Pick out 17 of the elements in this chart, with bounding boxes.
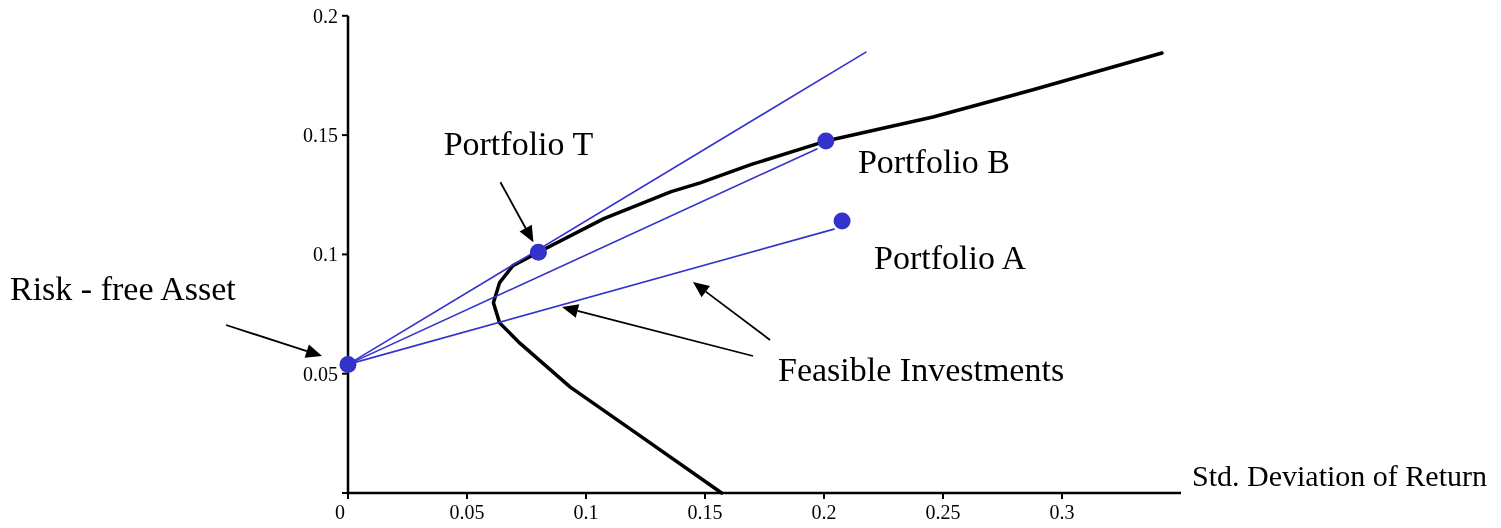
x-tick-label: 0.25 (925, 501, 961, 523)
x-tick-label: 0.1 (573, 501, 599, 523)
x-axis-title: Std. Deviation of Return (1192, 459, 1487, 492)
y-tick-label: 0.05 (303, 362, 338, 385)
y-tick-label: 0.15 (303, 124, 338, 147)
x-tick-label: 0.3 (1049, 501, 1075, 523)
y-tick-label: 0.1 (313, 243, 338, 266)
annotation: Portfolio B (857, 143, 1010, 181)
x-tick-label: 0 (335, 501, 345, 523)
x-tick-label: 0.05 (449, 501, 485, 523)
annotation: Portfolio A (874, 239, 1027, 276)
x-tick-label: 0.2 (811, 501, 837, 523)
annotation: Portfolio T (443, 125, 594, 163)
text: Risk - free Asset (10, 270, 237, 307)
annotation: Feasible Investments (778, 351, 1065, 388)
x-tick-label: 0.15 (687, 501, 723, 523)
y-tick-label: 0.2 (313, 4, 338, 27)
